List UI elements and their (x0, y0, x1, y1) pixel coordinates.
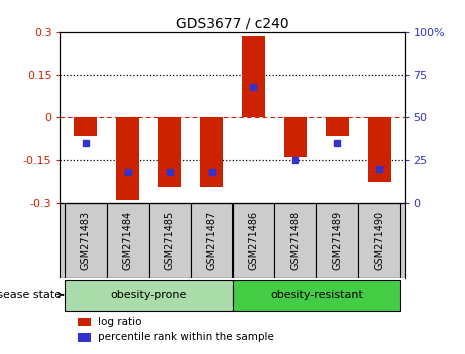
Bar (116, 118, 139, 200)
Bar (232, 203, 274, 279)
Bar (359, 203, 400, 279)
Bar (326, 118, 349, 136)
Bar (232, 280, 400, 311)
Text: obesity-resistant: obesity-resistant (270, 290, 363, 300)
Bar (78, 333, 92, 342)
Text: disease state: disease state (0, 290, 61, 300)
Bar (106, 203, 149, 279)
Text: GSM271484: GSM271484 (123, 211, 133, 270)
Bar (316, 203, 359, 279)
Text: GSM271485: GSM271485 (165, 211, 174, 270)
Text: log ratio: log ratio (98, 317, 142, 327)
Bar (158, 118, 181, 187)
Bar (78, 318, 92, 326)
Text: GSM271490: GSM271490 (374, 211, 385, 270)
Bar (368, 118, 391, 182)
Text: GSM271487: GSM271487 (206, 211, 217, 270)
Bar (200, 118, 223, 187)
Text: GSM271489: GSM271489 (332, 211, 342, 270)
Text: GSM271488: GSM271488 (291, 211, 300, 270)
Bar (274, 203, 316, 279)
Bar (149, 203, 191, 279)
Bar (74, 118, 97, 136)
Title: GDS3677 / c240: GDS3677 / c240 (176, 17, 289, 31)
Bar (284, 118, 307, 158)
Text: GSM271483: GSM271483 (80, 211, 91, 270)
Text: percentile rank within the sample: percentile rank within the sample (98, 332, 274, 342)
Bar (65, 203, 106, 279)
Text: obesity-prone: obesity-prone (110, 290, 187, 300)
Bar (191, 203, 232, 279)
Text: GSM271486: GSM271486 (248, 211, 259, 270)
Bar (242, 36, 265, 118)
Bar (65, 280, 232, 311)
